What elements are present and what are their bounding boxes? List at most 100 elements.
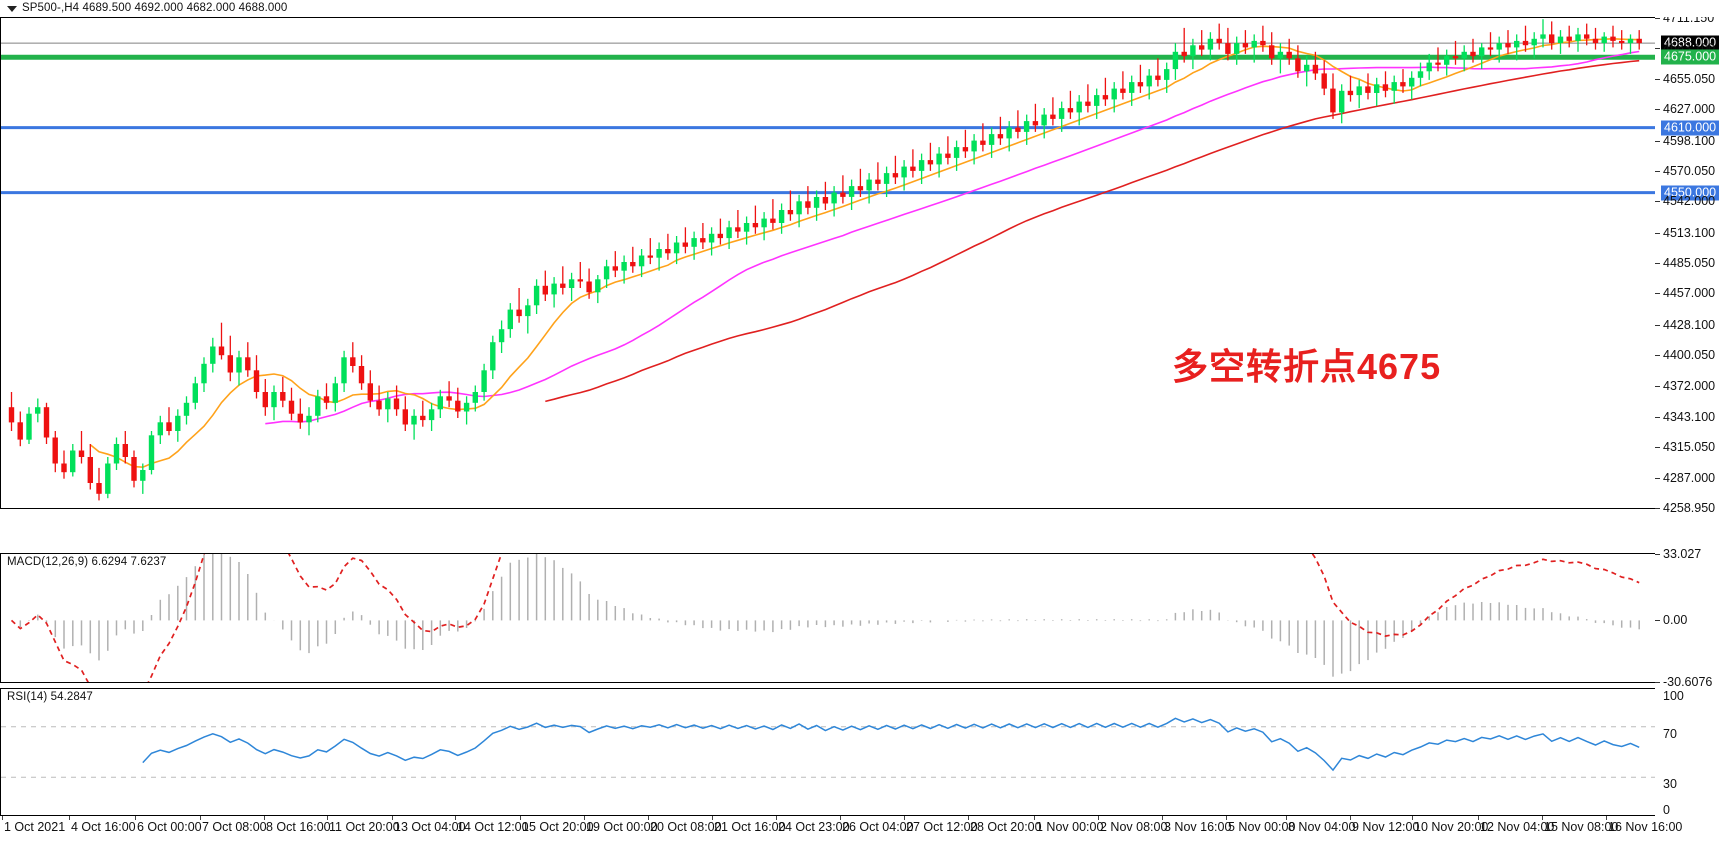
macd-histogram	[19, 554, 1640, 677]
scale-tick	[1655, 508, 1660, 509]
scale-tick	[1655, 293, 1660, 295]
price-scale-label: 4372.000	[1663, 378, 1716, 393]
time-tick	[264, 816, 265, 820]
scale-tick	[1655, 170, 1660, 172]
time-tick	[1286, 816, 1287, 820]
time-tick	[904, 816, 905, 820]
scale-tick	[1655, 554, 1660, 555]
time-axis-label: 1 Oct 2021	[4, 820, 66, 834]
time-axis-label: 2 Nov 08:00	[1100, 820, 1168, 834]
time-axis-label: 28 Oct 20:00	[970, 820, 1042, 834]
time-axis-label: 20 Oct 08:00	[650, 820, 722, 834]
rsi-line	[142, 717, 1640, 772]
time-axis-label: 16 Nov 16:00	[1608, 820, 1683, 834]
price-scale-label: 4627.000	[1663, 102, 1716, 117]
price-scale-label: 4315.050	[1663, 440, 1716, 455]
time-tick	[327, 816, 328, 820]
price-level-badge[interactable]: 4610.000	[1661, 120, 1720, 136]
time-axis-label: 14 Oct 12:00	[457, 820, 529, 834]
scale-tick	[1655, 416, 1660, 418]
time-tick	[968, 816, 969, 820]
time-tick	[69, 816, 70, 820]
price-scale-label: 4598.100	[1663, 133, 1716, 148]
time-tick	[200, 816, 201, 820]
time-axis-label: 15 Oct 20:00	[522, 820, 594, 834]
time-tick	[1542, 816, 1543, 820]
time-axis-label: 10 Nov 20:00	[1414, 820, 1489, 834]
time-tick	[648, 816, 649, 820]
time-axis-label: 15 Nov 08:00	[1544, 820, 1619, 834]
rsi-scale-label: 0	[1663, 803, 1670, 817]
scale-tick	[1655, 620, 1660, 622]
price-level-badge[interactable]: 4675.000	[1661, 49, 1720, 65]
time-tick	[1412, 816, 1413, 820]
time-tick	[135, 816, 136, 820]
time-axis-label: 4 Oct 16:00	[71, 820, 136, 834]
rsi-label: RSI(14) 54.2847	[7, 691, 93, 703]
price-scale[interactable]: 4711.150 4688.000 4683.100 4675.000 4655.050…	[1655, 0, 1732, 817]
macd-label: MACD(12,26,9) 6.6294 7.6237	[7, 556, 167, 568]
time-axis-label: 12 Nov 04:00	[1480, 820, 1555, 834]
scale-tick	[1655, 140, 1660, 142]
scale-tick	[1655, 385, 1660, 387]
time-axis-label: 24 Oct 23:00	[778, 820, 850, 834]
price-scale-label: 4343.100	[1663, 409, 1716, 424]
time-tick	[776, 816, 777, 820]
price-level-badge[interactable]: 4688.000	[1661, 35, 1720, 51]
price-scale-label: 4457.000	[1663, 286, 1716, 301]
scale-tick	[1655, 324, 1660, 326]
time-axis-label: 8 Oct 16:00	[266, 820, 331, 834]
time-axis-label: 3 Nov 16:00	[1164, 820, 1232, 834]
time-axis-label: 7 Oct 08:00	[202, 820, 267, 834]
scale-tick	[1655, 447, 1660, 449]
scale-tick	[1655, 109, 1660, 111]
scale-tick	[1655, 78, 1660, 80]
rsi-canvas	[1, 717, 1655, 778]
scale-tick	[1655, 18, 1660, 19]
time-axis-label: 5 Nov 00:00	[1228, 820, 1296, 834]
time-axis-label: 19 Oct 00:00	[586, 820, 658, 834]
price-chart-panel[interactable]	[0, 17, 1656, 509]
macd-canvas	[10, 554, 1640, 682]
time-tick	[712, 816, 713, 820]
time-tick	[1350, 816, 1351, 820]
macd-indicator-panel[interactable]: MACD(12,26,9) 6.6294 7.6237	[0, 553, 1656, 683]
candlestick-series	[8, 19, 1642, 501]
time-axis-label: 13 Oct 04:00	[394, 820, 466, 834]
time-tick	[1606, 816, 1607, 820]
time-tick	[1226, 816, 1227, 820]
scale-tick	[1655, 48, 1660, 50]
ma-fast-line	[89, 37, 1640, 469]
triangle-down-icon[interactable]	[7, 6, 17, 12]
chart-annotation-text: 多空转折点4675	[1172, 346, 1442, 387]
rsi-scale-label: 30	[1663, 777, 1677, 792]
price-chart-canvas	[1, 19, 1655, 501]
price-scale-label: 4485.050	[1663, 256, 1716, 270]
time-tick	[1162, 816, 1163, 820]
time-axis-label: 1 Nov 00:00	[1036, 820, 1104, 834]
rsi-indicator-panel[interactable]: RSI(14) 54.2847	[0, 688, 1656, 816]
time-axis-label: 9 Nov 12:00	[1352, 820, 1420, 834]
scale-tick	[1655, 682, 1660, 683]
time-tick	[1098, 816, 1099, 820]
ma-slow-line	[545, 59, 1640, 403]
time-tick	[392, 816, 393, 820]
rsi-scale-label: 100	[1663, 689, 1684, 703]
time-tick	[2, 816, 3, 820]
time-tick	[1034, 816, 1035, 820]
time-axis-label: 8 Nov 04:00	[1288, 820, 1356, 834]
time-axis[interactable]: 1 Oct 2021 4 Oct 16:00 6 Oct 00:00 7 Oct 08…	[0, 816, 1732, 842]
price-scale-label: 4513.100	[1663, 225, 1716, 240]
scale-tick	[1655, 263, 1660, 264]
chart-header: SP500-,H4 4689.500 4692.000 4682.000 468…	[0, 0, 1732, 17]
price-scale-label: 4542.000	[1663, 194, 1716, 209]
price-level-badge[interactable]: 4550.000	[1661, 185, 1720, 201]
time-axis-label: 27 Oct 12:00	[906, 820, 978, 834]
macd-scale-label: -30.6076	[1663, 675, 1713, 689]
price-scale-label: 4655.050	[1663, 71, 1716, 86]
scale-tick	[1655, 355, 1660, 357]
time-tick	[455, 816, 456, 820]
scale-tick	[1655, 232, 1660, 234]
macd-signal-line	[10, 554, 1640, 682]
